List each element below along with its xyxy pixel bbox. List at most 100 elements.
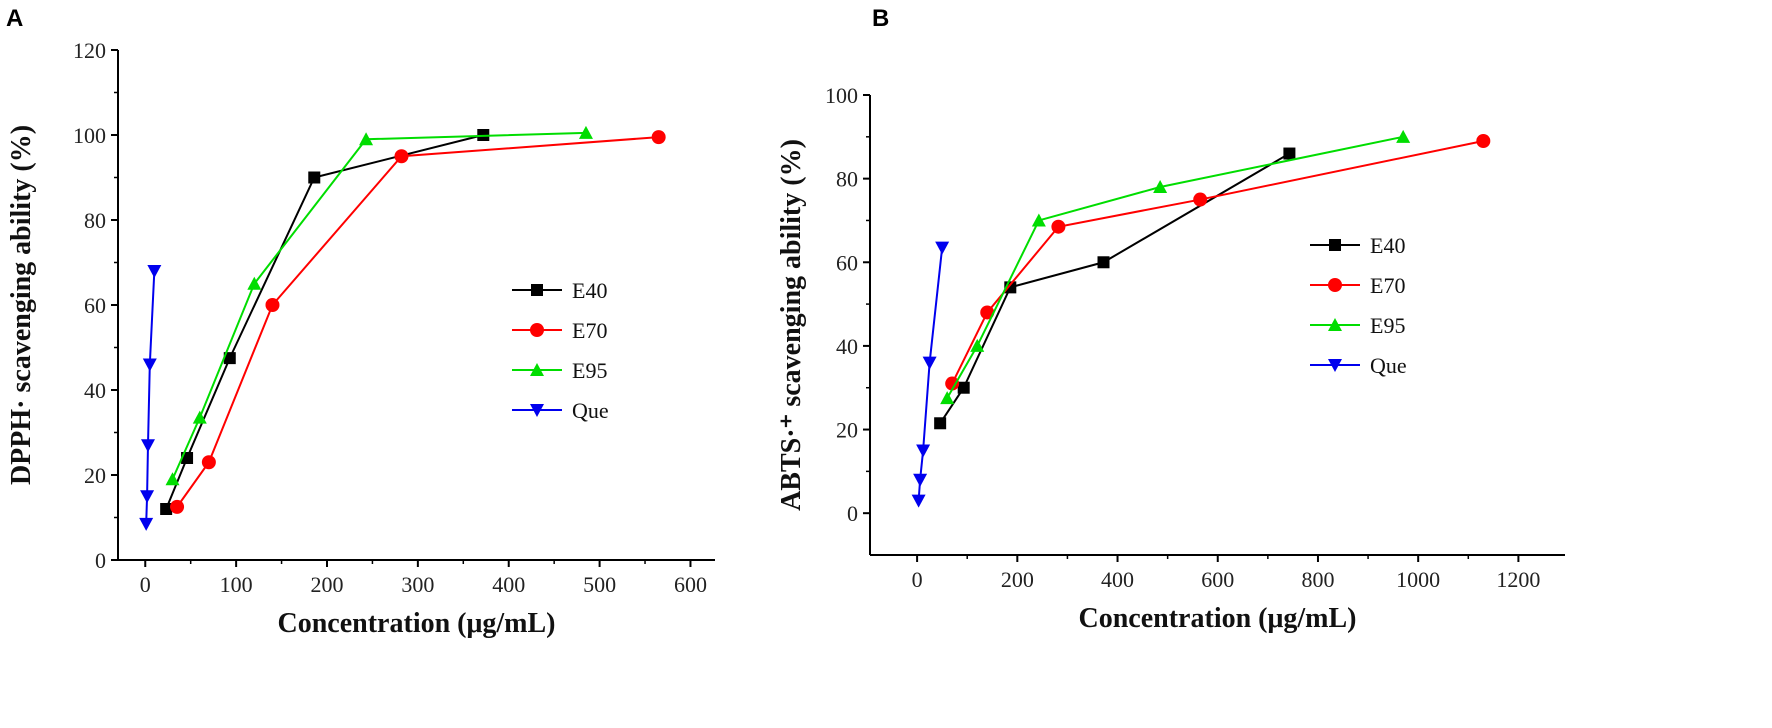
- data-point: [1283, 147, 1296, 160]
- data-point: [359, 132, 374, 146]
- y-tick-label: 80: [84, 208, 106, 233]
- series-line: [946, 135, 1404, 399]
- data-point: [945, 376, 960, 391]
- y-axis-label: ABTS·⁺ scavenging ability (%): [776, 139, 807, 511]
- legend-label: Que: [572, 398, 609, 423]
- series-e70: [170, 130, 666, 514]
- data-point: [192, 410, 207, 424]
- y-tick-label: 100: [825, 83, 858, 108]
- x-tick-label: 300: [401, 572, 434, 597]
- x-tick-label: 0: [912, 567, 923, 592]
- y-tick-label: 40: [84, 378, 106, 403]
- series-line: [951, 140, 1484, 384]
- series-line: [917, 247, 944, 501]
- data-point: [147, 265, 162, 278]
- legend-marker: [1328, 318, 1342, 331]
- x-tick-label: 800: [1301, 567, 1334, 592]
- data-point: [1031, 213, 1046, 227]
- data-point: [160, 503, 173, 515]
- y-tick-label: 80: [836, 167, 858, 192]
- data-point: [651, 130, 666, 145]
- y-tick-label: 0: [95, 548, 106, 573]
- legend-marker: [1329, 239, 1341, 251]
- y-tick-label: 20: [836, 418, 858, 443]
- legend-item-e95: E95: [1310, 313, 1405, 338]
- data-point: [165, 472, 180, 486]
- x-tick-label: 100: [220, 572, 253, 597]
- data-point: [170, 499, 185, 514]
- y-tick-label: 20: [84, 463, 106, 488]
- series-e70: [945, 134, 1491, 391]
- data-point: [916, 444, 931, 458]
- legend-marker: [1328, 359, 1342, 372]
- series-line: [939, 152, 1290, 424]
- y-tick-label: 0: [847, 501, 858, 526]
- data-point: [980, 305, 995, 320]
- data-point: [140, 490, 155, 504]
- x-axis-label: Concentration (μg/mL): [1079, 603, 1357, 634]
- data-point: [1051, 219, 1066, 234]
- legend-label: E40: [572, 278, 607, 303]
- x-tick-label: 400: [492, 572, 525, 597]
- x-tick-label: 600: [674, 572, 707, 597]
- legend-label: E40: [1370, 233, 1405, 258]
- legend-item-que: Que: [512, 398, 609, 423]
- data-point: [1396, 129, 1411, 143]
- x-tick-label: 600: [1201, 567, 1234, 592]
- data-point: [922, 356, 937, 370]
- panel-label-a: A: [6, 5, 23, 32]
- data-point: [935, 241, 950, 255]
- x-tick-label: 400: [1101, 567, 1134, 592]
- data-point: [970, 338, 985, 352]
- legend-item-e70: E70: [1310, 273, 1405, 298]
- legend-marker: [1328, 278, 1342, 292]
- y-tick-label: 120: [73, 38, 106, 63]
- series-e95: [940, 129, 1411, 405]
- data-point: [1097, 256, 1110, 269]
- series-que: [911, 241, 950, 508]
- data-point: [265, 298, 280, 312]
- legend-marker: [530, 323, 544, 337]
- legend-marker: [530, 363, 544, 376]
- data-point: [201, 455, 216, 470]
- data-point: [1476, 134, 1491, 148]
- x-tick-label: 1000: [1396, 567, 1440, 592]
- y-tick-label: 40: [836, 334, 858, 359]
- data-point: [578, 125, 593, 139]
- data-point: [139, 517, 154, 531]
- series-e40: [934, 147, 1296, 430]
- panel-label-b: B: [872, 5, 889, 32]
- series-e40: [160, 129, 490, 515]
- legend-marker: [530, 404, 544, 417]
- data-point: [1153, 180, 1168, 193]
- series-que: [139, 265, 162, 531]
- x-axis-label: Concentration (μg/mL): [278, 608, 556, 639]
- data-point: [394, 149, 409, 164]
- data-point: [140, 439, 155, 453]
- data-point: [308, 171, 321, 184]
- legend-item-e70: E70: [512, 318, 607, 343]
- legend-label: E70: [1370, 273, 1405, 298]
- chart-panel-b: 0 200 400 600 800 1000 1200 0 20 40 60 80 100 Concent…: [776, 83, 1565, 634]
- legend-item-e40: E40: [512, 278, 607, 303]
- y-tick-label: 60: [84, 293, 106, 318]
- x-tick-label: 200: [310, 572, 343, 597]
- y-tick-label: 60: [836, 250, 858, 275]
- x-tick-label: 200: [1001, 567, 1034, 592]
- x-tick-label: 1200: [1496, 567, 1540, 592]
- series-e95: [165, 125, 593, 486]
- data-point: [934, 417, 947, 430]
- y-axis-label: DPPH· scavenging ability (%): [6, 125, 37, 485]
- legend-label: Que: [1370, 353, 1407, 378]
- legend-item-e40: E40: [1310, 233, 1405, 258]
- legend-label: E70: [572, 318, 607, 343]
- data-point: [247, 276, 262, 290]
- x-tick-label: 0: [140, 572, 151, 597]
- x-tick-label: 500: [583, 572, 616, 597]
- series-line: [145, 270, 156, 524]
- legend-item-e95: E95: [512, 358, 607, 383]
- data-point: [957, 381, 970, 394]
- legend-marker: [531, 284, 543, 296]
- legend-label: E95: [1370, 313, 1405, 338]
- series-line: [171, 131, 586, 480]
